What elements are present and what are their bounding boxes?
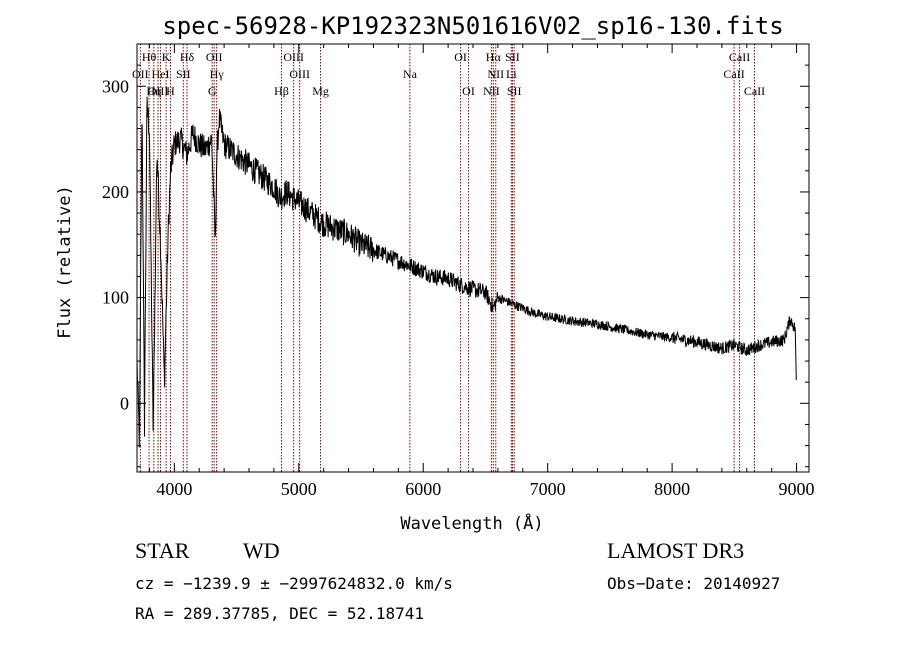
line-label: OII	[132, 67, 149, 81]
line-label: HeI	[152, 67, 170, 81]
x-tick-label: 8000	[654, 479, 690, 499]
line-label: OI	[462, 84, 475, 98]
line-label: Hη	[146, 84, 161, 98]
velocity-readout: cz = −1239.9 ± −2997624832.0 km/s	[135, 574, 453, 593]
line-label: OII	[206, 50, 223, 64]
plot-frame	[136, 43, 810, 473]
line-label: OIII	[283, 50, 304, 64]
y-tick-label: 100	[102, 288, 129, 308]
line-label: Mg	[312, 84, 329, 98]
line-label: Hβ	[274, 84, 289, 98]
line-label: Hα	[486, 50, 502, 64]
line-label: OIII	[289, 67, 310, 81]
line-label: NII	[483, 84, 500, 98]
y-tick-label: 300	[102, 76, 129, 96]
x-tick-label: 9000	[779, 479, 815, 499]
x-tick-label: 7000	[530, 479, 566, 499]
line-label: Li	[506, 67, 517, 81]
line-label: OIII	[148, 84, 169, 98]
coordinates: RA = 289.37785, DEC = 52.18741	[135, 604, 424, 623]
line-label: Hγ	[210, 67, 225, 81]
x-tick-label: 4000	[156, 479, 192, 499]
object-subclass: WD	[243, 538, 280, 563]
line-label: CaII	[723, 67, 744, 81]
x-axis-label: Wavelength (Å)	[400, 512, 543, 534]
line-label: SII	[176, 67, 191, 81]
x-tick-label: 5000	[281, 479, 317, 499]
line-label: OI	[454, 50, 467, 64]
line-label: K	[162, 50, 171, 64]
line-label: G	[208, 84, 217, 98]
y-tick-label: 0	[120, 393, 129, 413]
spectrum-line	[136, 96, 797, 448]
obs-date: Obs−Date: 20140927	[607, 574, 781, 593]
y-tick-label: 200	[102, 182, 129, 202]
line-label: H	[166, 84, 175, 98]
line-label: NII	[487, 67, 504, 81]
line-label: Na	[403, 67, 418, 81]
survey-label: LAMOST DR3	[607, 538, 745, 563]
line-label: CaII	[729, 50, 750, 64]
line-label: Hδ	[180, 50, 195, 64]
plot-area: 4000 5000 6000 7000 8000 9000 0 100 200 300	[102, 43, 815, 499]
line-label: Hθ	[142, 50, 157, 64]
line-label: CaII	[744, 84, 765, 98]
object-class: STAR	[135, 538, 190, 563]
x-tick-label: 6000	[405, 479, 441, 499]
line-label: SII	[507, 84, 522, 98]
line-label: SII	[505, 50, 520, 64]
chart-title: spec-56928-KP192323N501616V02_sp16-130.f…	[162, 12, 783, 40]
y-axis-label: Flux (relative)	[55, 185, 75, 339]
